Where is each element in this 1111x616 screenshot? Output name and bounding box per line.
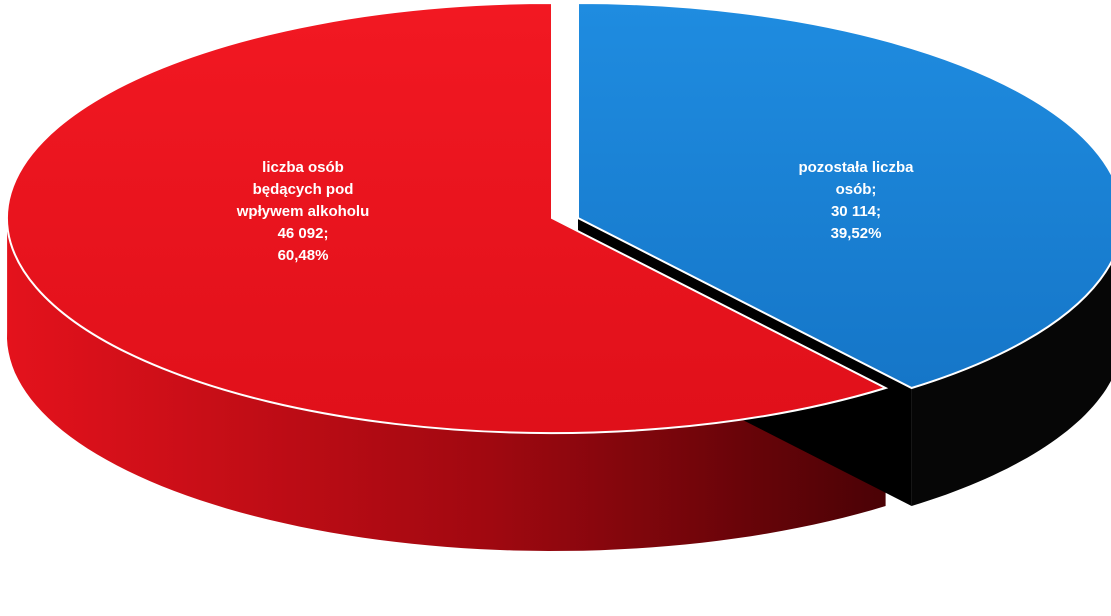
slice-label-line: 60,48% [278,247,329,264]
pie-slice-1 [577,1,1111,390]
slice-label-line: 46 092; [278,225,329,242]
slice-label-line: wpływem alkoholu [236,203,370,220]
slice-label-line: pozostała liczba [798,159,914,176]
slice-label-line: 30 114; [831,203,881,220]
slice-label-line: 39,52% [831,225,882,242]
slice-label-0: liczba osób będących pod wpływem alkoholu 4… [236,159,370,264]
pie-slice-0 [5,1,889,434]
pie-slice-side-1 [911,262,1111,506]
slice-label-line: osób; [836,181,877,198]
slice-label-line: liczba osób [262,159,344,176]
slice-label-1: pozostała liczba osób; 30 114; 39,52% [798,159,914,242]
slice-label-line: będących pod [253,181,354,198]
pie-slice-side-0 [7,213,886,551]
